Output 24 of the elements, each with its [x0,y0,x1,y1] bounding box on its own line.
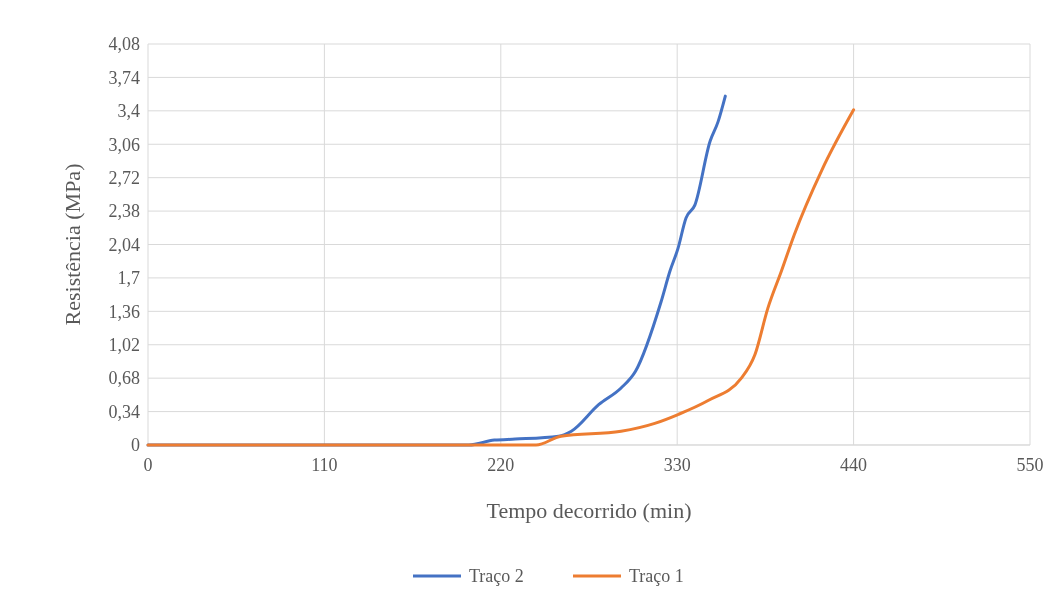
x-tick-label: 550 [1016,455,1044,475]
legend-label: Traço 2 [469,566,524,587]
y-axis-title: Resistência (MPa) [60,163,85,326]
x-tick-label: 440 [840,455,868,475]
y-tick-label: 1,36 [108,301,140,322]
y-tick-label: 1,02 [108,335,140,356]
y-tick-label: 4,08 [108,34,140,55]
y-tick-label: 0,34 [108,401,140,422]
legend-label: Traço 1 [629,566,684,587]
x-tick-label: 110 [311,455,338,475]
y-tick-label: 2,72 [108,167,140,188]
y-tick-label: 3,06 [108,134,140,155]
y-tick-label: 1,7 [117,268,140,289]
y-tick-label: 0,68 [108,368,140,389]
x-tick-label: 220 [487,455,515,475]
x-tick-label: 0 [143,455,153,475]
y-tick-label: 2,38 [108,201,140,222]
y-tick-label: 3,4 [117,101,140,122]
line-series [146,108,856,447]
y-tick-label: 0 [131,435,140,456]
y-tick-label: 2,04 [108,234,140,255]
x-axis-title: Tempo decorrido (min) [486,498,692,523]
y-tick-label: 3,74 [108,67,140,88]
x-tick-label: 330 [663,455,691,475]
